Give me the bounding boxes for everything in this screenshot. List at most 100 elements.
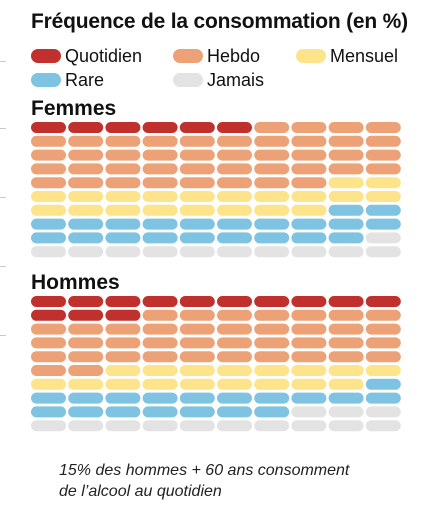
waffle-cell-hebdo [142, 163, 178, 175]
waffle-cell-mensuel [291, 191, 327, 202]
waffle-cell-hebdo [328, 122, 364, 133]
legend-item-mensuel: Mensuel [296, 46, 398, 66]
waffle-cell-hebdo [328, 135, 364, 147]
waffle-cell-rare [31, 232, 66, 244]
waffle-cell-mensuel [217, 204, 252, 216]
waffle-cell-mensuel [68, 378, 104, 390]
waffle-cell-quotidien [217, 122, 252, 133]
waffle-cell-mensuel [365, 191, 401, 202]
waffle-cell-rare [31, 218, 66, 230]
waffle-cell-rare [68, 232, 104, 244]
waffle-cell-hebdo [254, 149, 290, 161]
waffle-cell-hebdo [105, 177, 141, 189]
waffle-cell-hebdo [254, 309, 290, 321]
waffle-cell-mensuel [328, 191, 364, 202]
waffle-cell-rare [31, 392, 66, 404]
waffle-cell-mensuel [142, 378, 178, 390]
waffle-cell-jamais [142, 246, 178, 258]
waffle-cell-hebdo [365, 163, 401, 175]
waffle-cell-mensuel [217, 191, 252, 202]
waffle-cell-rare [365, 218, 401, 230]
waffle-cell-hebdo [254, 351, 290, 363]
waffle-cell-mensuel [31, 191, 66, 202]
waffle-cell-rare [31, 406, 66, 418]
waffle-cell-hebdo [217, 337, 252, 349]
footnote-line-1: 15% des hommes + 60 ans consomment [59, 462, 350, 479]
waffle-cell-hebdo [254, 337, 290, 349]
waffle-cell-quotidien [328, 296, 364, 307]
waffle-cell-hebdo [142, 309, 178, 321]
legend-swatch-jamais [173, 73, 203, 87]
waffle-cell-hebdo [68, 323, 104, 335]
waffle-cell-jamais [291, 420, 327, 432]
waffle-cell-hebdo [365, 323, 401, 335]
waffle-cell-hebdo [291, 323, 327, 335]
waffle-cell-quotidien [142, 122, 178, 133]
waffle-cell-quotidien [254, 296, 290, 307]
waffle-cell-rare [217, 392, 252, 404]
waffle-cell-hebdo [328, 309, 364, 321]
waffle-cell-hebdo [68, 351, 104, 363]
waffle-cell-jamais [365, 406, 401, 418]
waffle-cell-hebdo [291, 135, 327, 147]
footnote: 15% des hommes + 60 ans consomment de l’… [59, 460, 399, 502]
waffle-cell-mensuel [291, 365, 327, 376]
waffle-cell-hebdo [68, 149, 104, 161]
waffle-cell-mensuel [142, 365, 178, 376]
legend-swatch-mensuel [296, 49, 326, 63]
waffle-cell-jamais [217, 420, 252, 432]
waffle-cell-rare [68, 218, 104, 230]
waffle-cell-rare [291, 392, 327, 404]
waffle-cell-rare [328, 392, 364, 404]
waffle-cell-hebdo [217, 149, 252, 161]
waffle-cell-rare [179, 406, 215, 418]
waffle-cell-hebdo [142, 149, 178, 161]
waffle-cell-mensuel [105, 365, 141, 376]
waffle-grid-hommes [31, 296, 401, 432]
waffle-cell-mensuel [254, 204, 290, 216]
waffle-cell-quotidien [31, 309, 66, 321]
waffle-cell-hebdo [254, 323, 290, 335]
waffle-cell-rare [142, 218, 178, 230]
waffle-cell-quotidien [31, 296, 66, 307]
waffle-cell-jamais [105, 246, 141, 258]
waffle-cell-hebdo [217, 135, 252, 147]
footnote-line-2: de l’alcool au quotidien [59, 483, 222, 500]
waffle-cell-mensuel [291, 204, 327, 216]
waffle-cell-hebdo [254, 122, 290, 133]
waffle-cell-hebdo [254, 177, 290, 189]
margin-tick [0, 335, 6, 336]
waffle-cell-rare [105, 406, 141, 418]
waffle-cell-quotidien [68, 309, 104, 321]
waffle-cell-jamais [291, 406, 327, 418]
waffle-cell-rare [217, 232, 252, 244]
waffle-cell-mensuel [105, 191, 141, 202]
waffle-cell-quotidien [217, 296, 252, 307]
waffle-cell-hebdo [105, 351, 141, 363]
waffle-cell-quotidien [31, 122, 66, 133]
waffle-cell-hebdo [365, 149, 401, 161]
waffle-cell-jamais [31, 246, 66, 258]
waffle-cell-rare [142, 232, 178, 244]
waffle-cell-mensuel [179, 378, 215, 390]
waffle-cell-mensuel [31, 204, 66, 216]
waffle-cell-mensuel [105, 378, 141, 390]
waffle-cell-mensuel [328, 365, 364, 376]
waffle-cell-jamais [365, 232, 401, 244]
waffle-cell-hebdo [31, 163, 66, 175]
waffle-cell-hebdo [365, 135, 401, 147]
waffle-cell-rare [105, 392, 141, 404]
waffle-cell-hebdo [105, 135, 141, 147]
waffle-cell-hebdo [179, 177, 215, 189]
legend-label-quotidien: Quotidien [65, 45, 143, 66]
waffle-cell-jamais [68, 420, 104, 432]
waffle-cell-hebdo [179, 351, 215, 363]
waffle-cell-rare [179, 232, 215, 244]
waffle-cell-hebdo [31, 323, 66, 335]
waffle-cell-hebdo [217, 177, 252, 189]
waffle-cell-hebdo [31, 351, 66, 363]
waffle-cell-rare [105, 218, 141, 230]
legend-swatch-rare [31, 73, 61, 87]
waffle-cell-mensuel [179, 204, 215, 216]
